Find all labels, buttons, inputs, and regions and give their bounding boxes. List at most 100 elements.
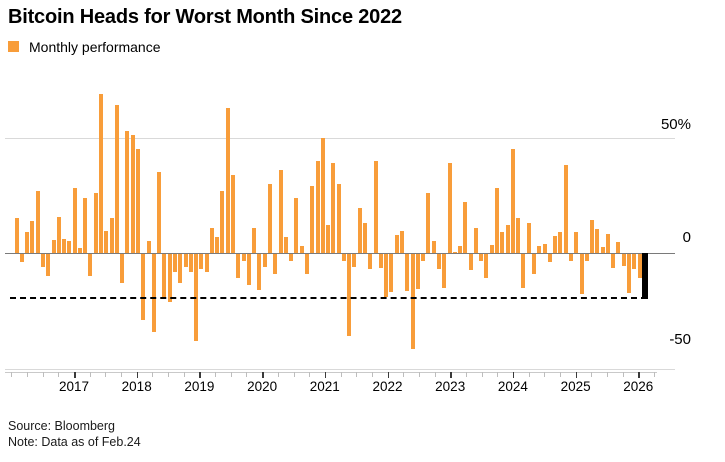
- month-bar: [283, 236, 288, 253]
- x-axis-minor-tick: [105, 372, 107, 377]
- month-bar: [125, 130, 130, 253]
- gridline: [5, 137, 675, 139]
- month-bar: [621, 253, 626, 267]
- x-axis-major-tick: [575, 372, 578, 378]
- x-axis-year-label: 2019: [184, 379, 215, 394]
- month-bar: [204, 253, 209, 272]
- month-bar: [558, 232, 563, 253]
- month-bar: [368, 253, 373, 270]
- month-bar: [231, 174, 235, 253]
- month-bar: [262, 253, 267, 267]
- month-bar: [278, 169, 283, 253]
- month-bar: [516, 218, 521, 253]
- month-bar: [99, 93, 103, 253]
- x-axis-minor-tick: [528, 372, 530, 377]
- month-bar: [489, 244, 494, 253]
- note-text: Note: Data as of Feb.24: [8, 434, 141, 449]
- month-bar: [510, 149, 515, 254]
- x-axis-minor-tick: [403, 372, 405, 377]
- x-axis-minor-tick: [309, 372, 311, 377]
- x-axis-major-tick: [199, 372, 201, 378]
- month-bar: [574, 231, 579, 253]
- month-bar: [526, 223, 531, 253]
- x-axis-minor-tick: [497, 372, 499, 377]
- month-bar: [399, 231, 404, 253]
- month-bar: [220, 190, 225, 253]
- month-bar: [167, 253, 172, 302]
- x-axis-major-tick: [262, 372, 264, 378]
- month-bar: [463, 202, 468, 253]
- month-bar: [77, 248, 82, 253]
- month-bar: [72, 188, 77, 253]
- month-bar: [252, 227, 257, 253]
- month-bar: [568, 253, 573, 261]
- x-axis-year-label: 2017: [58, 379, 90, 394]
- month-bar: [331, 162, 336, 253]
- x-axis-minor-tick: [654, 372, 655, 377]
- month-bar: [109, 218, 114, 253]
- legend-swatch-icon: [8, 41, 19, 52]
- x-axis-minor-tick: [89, 372, 91, 377]
- month-bar: [336, 183, 341, 253]
- x-axis-minor-tick: [183, 372, 185, 377]
- month-bar: [35, 190, 40, 253]
- x-axis-minor-tick: [418, 372, 420, 377]
- month-bar: [320, 137, 325, 253]
- month-bar: [104, 231, 109, 253]
- month-bar: [178, 253, 183, 283]
- source-text: Source: Bloomberg: [8, 419, 116, 433]
- month-bar: [56, 217, 61, 253]
- month-bar: [584, 253, 589, 261]
- month-bar: [468, 253, 473, 271]
- month-bar: [188, 253, 193, 272]
- x-axis-major-tick: [74, 372, 76, 378]
- x-axis-minor-tick: [121, 372, 122, 377]
- month-bar: [19, 253, 24, 263]
- month-bar: [479, 253, 484, 262]
- month-bar: [505, 225, 510, 253]
- month-bar: [157, 172, 162, 253]
- month-bar: [458, 246, 462, 253]
- month-bar: [88, 253, 93, 277]
- month-bar: [495, 188, 499, 253]
- month-bar: [299, 246, 304, 253]
- month-bar: [553, 236, 558, 253]
- x-axis-year-label: 2018: [121, 379, 152, 394]
- month-bar: [83, 197, 88, 253]
- month-bar: [236, 253, 241, 279]
- month-bar: [595, 228, 600, 253]
- month-bar: [452, 251, 457, 253]
- x-axis-year-label: 2022: [372, 379, 403, 394]
- month-bar: [347, 253, 352, 337]
- x-axis-minor-tick: [481, 372, 483, 377]
- x-axis-major-tick: [136, 372, 139, 378]
- zero-line: [5, 253, 675, 255]
- x-axis-year-label: 2024: [497, 379, 528, 394]
- x-axis-minor-tick: [11, 372, 13, 377]
- month-bar: [637, 253, 642, 278]
- month-bar: [194, 253, 198, 341]
- x-axis-year-label: 2021: [309, 379, 340, 394]
- month-bar: [521, 253, 526, 288]
- month-bar: [590, 220, 594, 253]
- x-axis-minor-tick: [559, 372, 561, 377]
- month-bar: [93, 192, 98, 253]
- month-bar: [209, 227, 214, 253]
- month-bar: [616, 242, 621, 253]
- month-bar: [394, 234, 399, 253]
- highlighted-current-month-bar: [642, 253, 648, 300]
- month-bar: [183, 253, 188, 267]
- month-bar: [215, 236, 220, 253]
- month-bar: [531, 253, 536, 274]
- month-bar: [378, 253, 383, 268]
- month-bar: [579, 253, 584, 295]
- month-bar: [14, 218, 19, 253]
- month-bar: [289, 253, 294, 262]
- month-bar: [141, 253, 146, 320]
- month-bar: [257, 253, 262, 290]
- x-axis-minor-tick: [606, 372, 608, 377]
- x-axis-year-label: 2026: [623, 379, 654, 394]
- month-bar: [315, 160, 320, 253]
- x-axis-major-tick: [324, 372, 327, 378]
